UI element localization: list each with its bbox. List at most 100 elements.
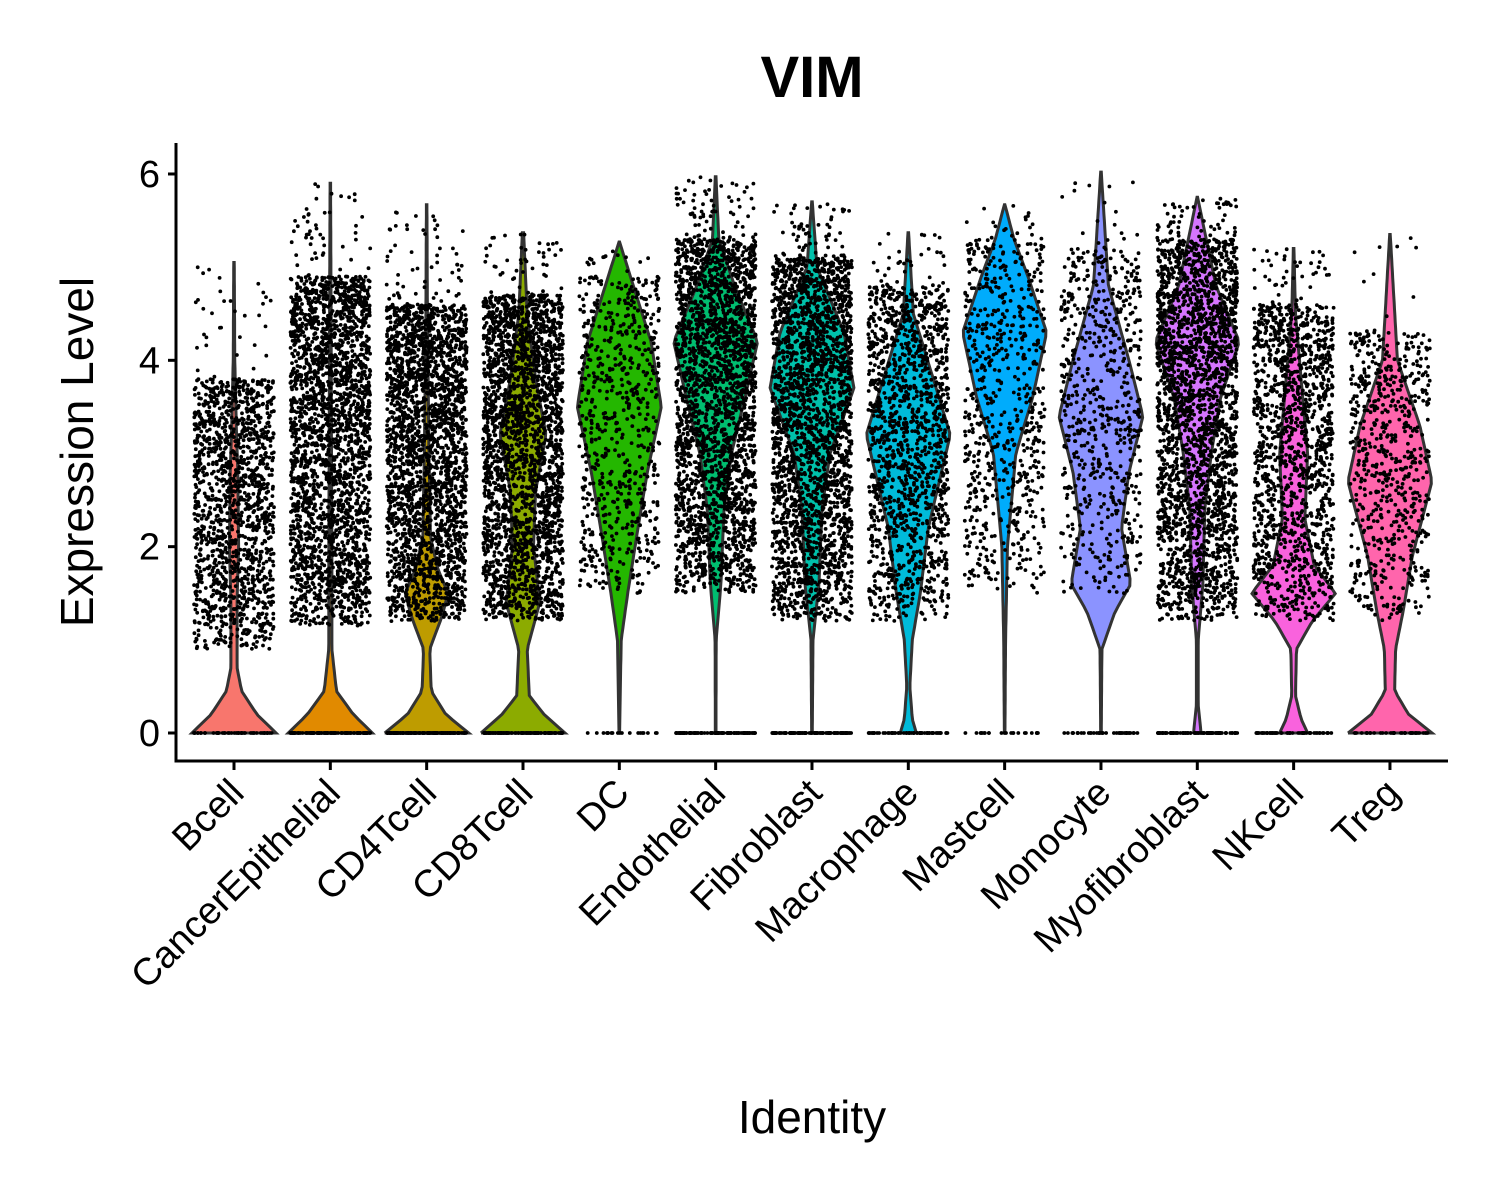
jitter-point — [254, 536, 258, 541]
jitter-point — [247, 483, 251, 488]
jitter-point — [358, 588, 363, 593]
jitter-point — [221, 593, 226, 598]
jitter-point — [315, 474, 320, 479]
jitter-point — [233, 584, 238, 588]
jitter-point — [256, 281, 261, 286]
jitter-point — [201, 479, 206, 484]
jitter-point — [219, 585, 224, 590]
jitter-point — [220, 464, 225, 469]
jitter-point — [345, 541, 350, 546]
jitter-point — [208, 609, 213, 613]
jitter-point — [298, 327, 303, 332]
jitter-point — [406, 321, 411, 326]
jitter-point — [337, 382, 342, 386]
jitter-point — [230, 614, 235, 619]
jitter-point — [227, 472, 232, 477]
jitter-point — [251, 379, 255, 384]
jitter-point — [218, 506, 223, 511]
jitter-point — [338, 479, 343, 484]
jitter-point — [297, 534, 302, 539]
jitter-point — [207, 482, 212, 486]
jitter-point — [234, 550, 239, 555]
jitter-point — [320, 284, 324, 288]
jitter-point — [437, 601, 442, 606]
jitter-point — [205, 646, 210, 651]
jitter-point — [245, 643, 249, 648]
jitter-point — [264, 559, 269, 564]
jitter-point — [363, 364, 368, 368]
jitter-point — [243, 535, 248, 539]
jitter-point — [219, 634, 223, 638]
jitter-point — [296, 522, 300, 526]
jitter-point — [367, 285, 372, 290]
jitter-point — [210, 498, 214, 502]
jitter-point — [266, 595, 271, 599]
jitter-point — [198, 421, 202, 425]
chart-title: VIM — [760, 45, 863, 110]
jitter-point — [290, 424, 295, 428]
jitter-point — [294, 600, 299, 605]
jitter-point — [218, 446, 223, 451]
jitter-point — [259, 482, 263, 487]
jitter-point — [207, 418, 212, 423]
jitter-point — [288, 346, 293, 350]
jitter-point — [219, 390, 224, 394]
jitter-point — [312, 731, 316, 735]
jitter-point — [249, 454, 254, 459]
jitter-point — [270, 451, 274, 456]
jitter-point — [309, 501, 314, 506]
jitter-point — [256, 492, 261, 496]
jitter-point — [346, 568, 351, 573]
jitter-point — [321, 236, 325, 241]
jitter-point — [199, 429, 204, 434]
jitter-point — [195, 610, 200, 615]
jitter-point — [326, 558, 330, 563]
jitter-point — [246, 445, 251, 450]
jitter-point — [251, 566, 256, 571]
jitter-point — [317, 601, 321, 606]
jitter-point — [238, 547, 243, 552]
jitter-point — [217, 536, 222, 541]
jitter-point — [360, 591, 365, 596]
jitter-point — [354, 282, 358, 287]
jitter-point — [385, 423, 389, 428]
jitter-point — [365, 430, 370, 434]
jitter-point — [308, 303, 313, 308]
jitter-point — [291, 297, 295, 302]
jitter-point — [240, 510, 244, 515]
jitter-point — [224, 385, 229, 389]
jitter-point — [250, 523, 255, 528]
jitter-point — [436, 595, 441, 600]
jitter-point — [241, 642, 245, 647]
jitter-point — [303, 449, 307, 454]
jitter-point — [238, 399, 243, 404]
jitter-point — [269, 410, 274, 414]
jitter-point — [204, 335, 209, 340]
jitter-point — [199, 516, 204, 521]
jitter-point — [308, 242, 313, 247]
jitter-point — [351, 592, 356, 597]
jitter-point — [257, 446, 261, 450]
jitter-point — [239, 523, 243, 528]
jitter-point — [314, 317, 319, 321]
jitter-point — [238, 605, 242, 610]
jitter-point — [311, 389, 316, 394]
jitter-point — [289, 479, 294, 484]
jitter-point — [257, 313, 261, 318]
jitter-point — [251, 589, 256, 594]
jitter-point — [326, 401, 331, 406]
jitter-point — [193, 492, 198, 497]
jitter-point — [338, 600, 342, 605]
jitter-point — [358, 605, 363, 610]
jitter-point — [327, 429, 332, 434]
jitter-point — [329, 471, 333, 476]
jitter-point — [341, 576, 346, 581]
jitter-point — [265, 731, 270, 735]
jitter-point — [199, 442, 203, 446]
jitter-point — [193, 393, 197, 397]
jitter-point — [214, 498, 218, 502]
jitter-point — [342, 289, 347, 293]
jitter-point — [264, 353, 269, 358]
jitter-point — [333, 279, 337, 284]
jitter-point — [354, 610, 359, 614]
